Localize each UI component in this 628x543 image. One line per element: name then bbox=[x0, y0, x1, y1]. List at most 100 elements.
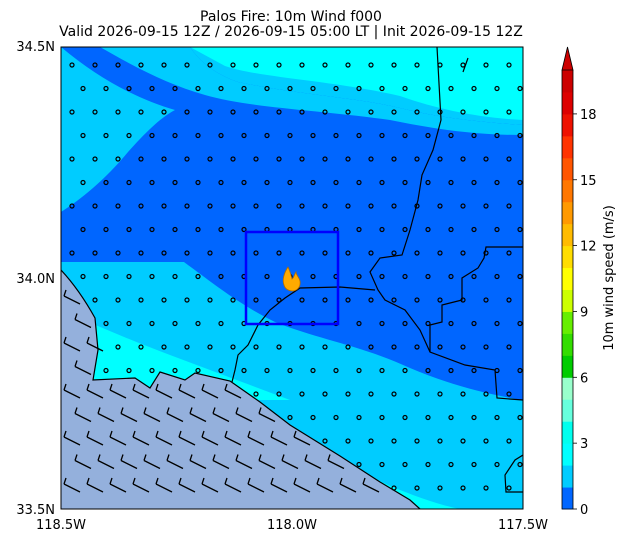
calm-wind-marker bbox=[483, 344, 489, 350]
calm-wind-marker bbox=[276, 391, 282, 397]
calm-wind-marker bbox=[103, 132, 109, 139]
calm-wind-marker bbox=[471, 367, 477, 374]
lat-tick-label: 33.5N bbox=[16, 503, 55, 518]
calm-wind-marker bbox=[345, 203, 351, 209]
calm-wind-marker bbox=[333, 367, 339, 374]
calm-wind-marker bbox=[506, 297, 512, 303]
calm-wind-marker bbox=[103, 226, 109, 233]
calm-wind-marker bbox=[448, 414, 454, 421]
wind-barb bbox=[258, 454, 276, 470]
calm-wind-marker bbox=[517, 132, 523, 139]
wind-barb bbox=[74, 360, 92, 376]
calm-wind-marker bbox=[218, 226, 224, 233]
calm-wind-marker bbox=[80, 132, 86, 139]
calm-wind-marker bbox=[402, 367, 408, 374]
calm-wind-marker bbox=[379, 414, 385, 421]
wind-barb bbox=[189, 454, 207, 470]
calm-wind-marker bbox=[253, 250, 259, 256]
calm-wind-marker bbox=[103, 85, 109, 92]
calm-wind-marker bbox=[253, 156, 259, 162]
calm-wind-marker bbox=[517, 320, 523, 327]
wind-barb bbox=[132, 383, 150, 399]
wind-barb bbox=[258, 407, 276, 423]
calm-wind-marker bbox=[172, 320, 178, 327]
wind-barb bbox=[63, 477, 81, 493]
calm-wind-marker bbox=[494, 367, 500, 374]
wind-barb bbox=[143, 407, 161, 423]
calm-wind-marker bbox=[138, 203, 144, 209]
calm-wind-marker bbox=[92, 250, 98, 256]
calm-wind-marker bbox=[494, 273, 500, 280]
calm-wind-marker bbox=[287, 132, 293, 139]
calm-wind-marker bbox=[287, 367, 293, 374]
wind-barb bbox=[143, 454, 161, 470]
calm-wind-marker bbox=[402, 226, 408, 233]
calm-wind-marker bbox=[80, 85, 86, 92]
calm-wind-marker bbox=[92, 62, 98, 68]
calm-wind-marker bbox=[356, 273, 362, 280]
calm-wind-marker bbox=[230, 203, 236, 209]
calm-wind-marker bbox=[471, 273, 477, 280]
colorbar-tick-label: 6 bbox=[580, 371, 588, 386]
calm-wind-marker bbox=[184, 109, 190, 115]
colorbar-segment bbox=[562, 157, 573, 181]
calm-wind-marker bbox=[264, 85, 270, 92]
calm-wind-marker bbox=[517, 273, 523, 280]
calm-wind-marker bbox=[345, 344, 351, 350]
colorbar-segment bbox=[562, 421, 573, 444]
wind-barb bbox=[86, 477, 104, 493]
calm-wind-marker bbox=[138, 109, 144, 115]
calm-wind-marker bbox=[333, 132, 339, 139]
calm-wind-marker bbox=[161, 297, 167, 303]
wind-barb bbox=[304, 454, 322, 470]
calm-wind-marker bbox=[460, 109, 466, 115]
calm-wind-marker bbox=[149, 320, 155, 327]
calm-wind-marker bbox=[471, 320, 477, 327]
calm-wind-marker bbox=[483, 250, 489, 256]
calm-wind-marker bbox=[195, 179, 201, 186]
calm-wind-marker bbox=[172, 85, 178, 92]
calm-wind-marker bbox=[460, 485, 466, 491]
calm-wind-marker bbox=[218, 273, 224, 280]
calm-wind-marker bbox=[414, 203, 420, 209]
wind-barb bbox=[316, 477, 334, 493]
calm-wind-marker bbox=[494, 320, 500, 327]
colorbar-label: 10m wind speed (m/s) bbox=[602, 205, 617, 351]
calm-wind-marker bbox=[80, 226, 86, 233]
wind-barb bbox=[212, 407, 230, 423]
calm-wind-marker bbox=[460, 391, 466, 397]
calm-wind-marker bbox=[460, 156, 466, 162]
calm-wind-marker bbox=[287, 179, 293, 186]
calm-wind-marker bbox=[425, 414, 431, 421]
colorbar-segment bbox=[562, 333, 573, 356]
wind-barb bbox=[293, 477, 311, 493]
wind-barb bbox=[247, 430, 265, 446]
calm-wind-marker bbox=[299, 250, 305, 256]
colorbar-tick-label: 12 bbox=[580, 240, 597, 255]
calm-wind-marker bbox=[333, 179, 339, 186]
wind-barb bbox=[178, 477, 196, 493]
calm-wind-marker bbox=[207, 109, 213, 115]
calm-wind-marker bbox=[172, 132, 178, 139]
wind-barb bbox=[63, 383, 81, 399]
calm-wind-marker bbox=[299, 391, 305, 397]
colorbar-segment bbox=[562, 443, 573, 466]
calm-wind-marker bbox=[207, 203, 213, 209]
calm-wind-marker bbox=[276, 250, 282, 256]
calm-wind-marker bbox=[437, 391, 443, 397]
calm-wind-marker bbox=[448, 461, 454, 468]
calm-wind-marker bbox=[138, 250, 144, 256]
wind-barb bbox=[97, 454, 115, 470]
wind-barb bbox=[270, 477, 288, 493]
calm-wind-marker bbox=[276, 109, 282, 115]
calm-wind-marker bbox=[483, 297, 489, 303]
calm-wind-marker bbox=[506, 438, 512, 444]
calm-wind-marker bbox=[276, 203, 282, 209]
colorbar: 0 3 6 9 12 15 18 bbox=[561, 46, 597, 518]
calm-wind-marker bbox=[115, 297, 121, 303]
calm-wind-marker bbox=[299, 297, 305, 303]
wind-barb bbox=[109, 430, 127, 446]
calm-wind-marker bbox=[92, 156, 98, 162]
calm-wind-marker bbox=[448, 273, 454, 280]
calm-wind-marker bbox=[345, 250, 351, 256]
